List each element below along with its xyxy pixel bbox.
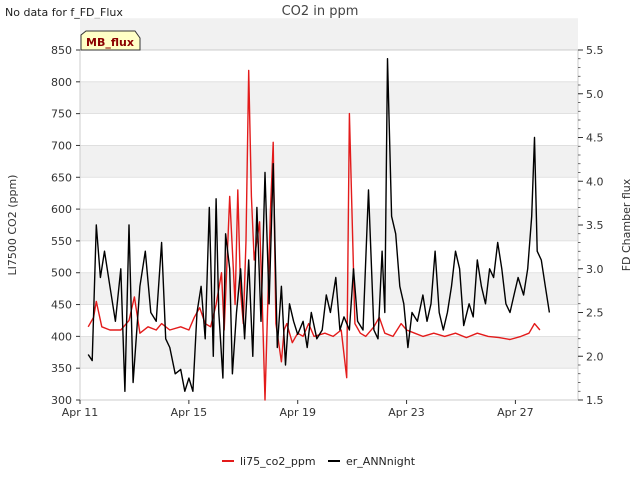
y-tick-label: 600 (51, 203, 72, 216)
y2-axis-label: FD Chamber flux (620, 178, 633, 271)
legend: li75_co2_ppm er_ANNnight (222, 455, 416, 468)
y-tick-label: 450 (51, 299, 72, 312)
y-tick-label: 800 (51, 76, 72, 89)
y-axis-label: LI7500 CO2 (ppm) (6, 175, 19, 276)
y2-tick-label: 4.0 (586, 175, 604, 188)
background-band (80, 18, 578, 50)
y-tick-label: 750 (51, 108, 72, 121)
y-tick-label: 850 (51, 44, 72, 57)
y2-tick-label: 2.0 (586, 350, 604, 363)
badge-label: MB_flux (86, 36, 134, 49)
series-lines (87, 58, 551, 401)
y-tick-label: 300 (51, 394, 72, 407)
y-tick-label: 550 (51, 235, 72, 248)
legend-label: li75_co2_ppm (240, 455, 316, 468)
y-tick-label: 700 (51, 139, 72, 152)
y2-tick-label: 1.5 (586, 394, 604, 407)
y-tick-label: 400 (51, 330, 72, 343)
mb-flux-badge: MB_flux (80, 30, 141, 51)
y2-tick-label: 3.5 (586, 219, 604, 232)
legend-label: er_ANNnight (346, 455, 416, 468)
chart-title: CO2 in ppm (282, 4, 359, 19)
y-tick-label: 650 (51, 171, 72, 184)
series-line-er_ANNnight (87, 58, 551, 392)
background-band (80, 81, 578, 114)
y-tick-label: 500 (51, 267, 72, 280)
axes: 300 350 400 450 500 550 600 650 700 750 800 850 Apr … (51, 44, 604, 419)
y2-tick-label: 2.5 (586, 307, 604, 320)
x-tick-label: Apr 15 (171, 406, 208, 419)
no-data-note: No data for f_FD_Flux (5, 6, 123, 19)
x-tick-label: Apr 27 (497, 406, 534, 419)
y2-tick-label: 4.5 (586, 132, 604, 145)
y2-tick-label: 5.5 (586, 44, 604, 57)
background-band (80, 145, 578, 178)
background-band (80, 209, 578, 241)
x-tick-label: Apr 23 (388, 406, 425, 419)
background-bands (80, 18, 578, 369)
background-band (80, 336, 578, 369)
y2-tick-label: 5.0 (586, 88, 604, 101)
y2-tick-label: 3.0 (586, 263, 604, 276)
x-tick-label: Apr 19 (279, 406, 316, 419)
x-tick-label: Apr 11 (62, 406, 99, 419)
badge-shape (80, 30, 141, 51)
y-tick-label: 350 (51, 362, 72, 375)
series-line-li75_co2_ppm (87, 69, 541, 401)
